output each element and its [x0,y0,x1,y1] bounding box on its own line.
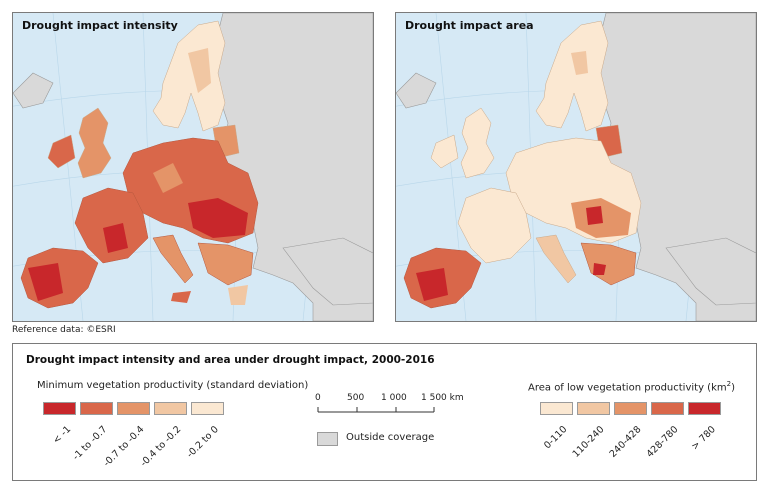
area-map-title: Drought impact area [405,19,534,32]
area-label-1: 110-240 [570,424,607,460]
legend-title: Drought impact intensity and area under … [26,354,435,366]
area-legend-title: Area of low vegetation productivity (km2… [528,380,735,394]
british-isles-region [77,107,112,179]
area-swatch-2 [614,402,647,415]
intensity-legend-title: Minimum vegetation productivity (standar… [37,380,309,391]
legend: Drought impact intensity and area under … [12,343,757,481]
scale-tick-1500: 1 500 km [421,393,464,403]
intensity-map: Drought impact intensity [12,12,374,322]
italy-region [152,234,194,284]
france-region [74,187,149,264]
outside-coverage-land [396,13,756,321]
area-swatch-1 [577,402,610,415]
outside-coverage-land [13,13,373,321]
area-label-4: > 780 [689,424,718,453]
intensity-map-title: Drought impact intensity [22,19,178,32]
reference-data-note: Reference data: ©ESRI [12,325,116,335]
intensity-swatch-3 [154,402,187,415]
intensity-swatch-1 [80,402,113,415]
scale-tick-500: 500 [347,393,365,403]
area-label-2: 240-428 [607,424,644,460]
area-map-graphic [396,13,756,321]
intensity-map-graphic [13,13,373,321]
intensity-swatch-2 [117,402,150,415]
outside-coverage-swatch [317,432,338,446]
intensity-label-0: < -1 [50,424,73,447]
area-map: Drought impact area [395,12,757,322]
scale-tick-1000: 1 000 [381,393,407,403]
intensity-swatch-4 [191,402,224,415]
scale-tick-0: 0 [315,393,321,403]
intensity-label-4: -0.2 to 0 [184,424,221,461]
area-swatch-3 [651,402,684,415]
scandinavia-region [152,20,226,132]
area-swatch-4 [688,402,721,415]
area-label-3: 428-780 [644,424,681,460]
intensity-swatch-0 [43,402,76,415]
area-label-0: 0-110 [542,424,570,452]
scale-bar-line [317,407,435,413]
outside-coverage-label: Outside coverage [346,432,435,443]
area-swatch-0 [540,402,573,415]
scale-bar: 0 500 1 000 1 500 km [313,392,464,422]
